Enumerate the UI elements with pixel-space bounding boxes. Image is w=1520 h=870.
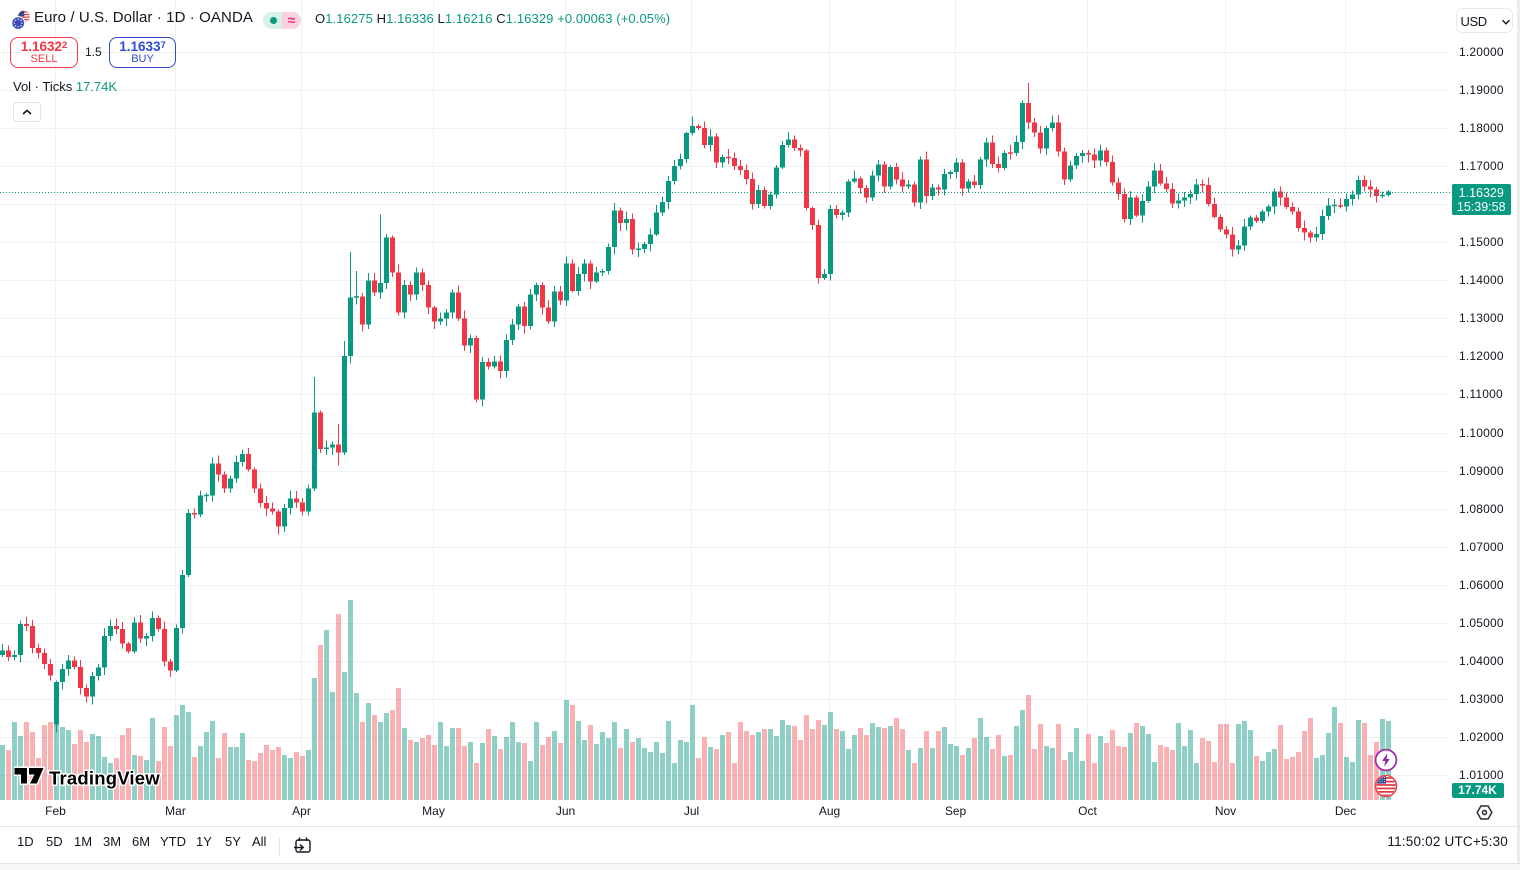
svg-text:TradingView: TradingView bbox=[49, 768, 160, 789]
